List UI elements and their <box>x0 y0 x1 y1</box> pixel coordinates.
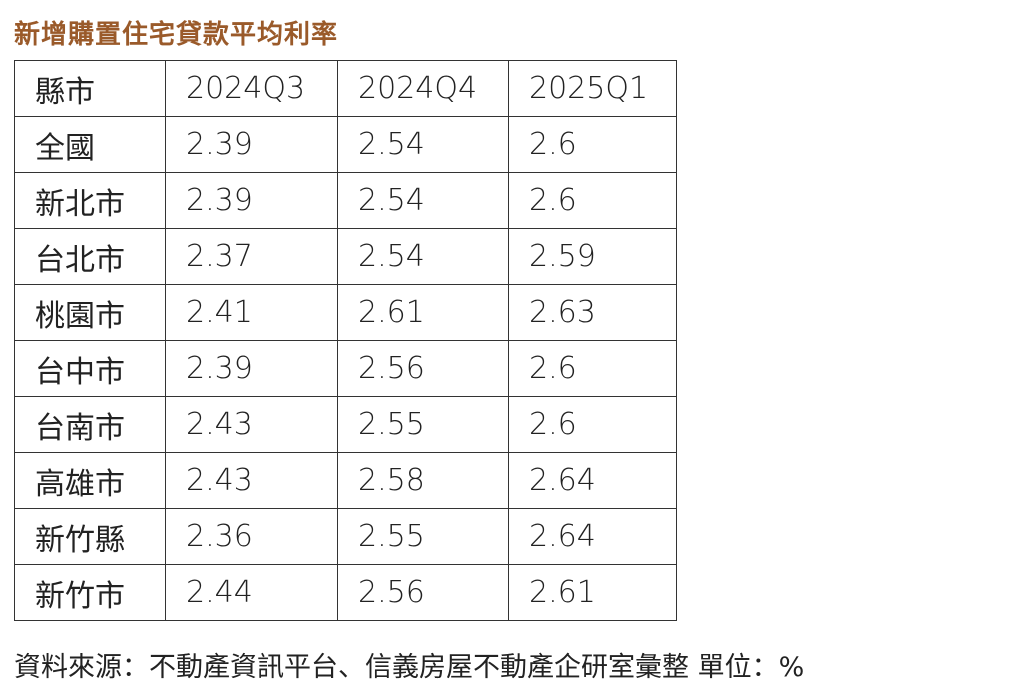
cell: 2.54 <box>337 228 509 285</box>
data-row: 桃園市 2.41 2.61 2.63 <box>14 284 677 341</box>
data-row: 台中市 2.39 2.56 2.6 <box>14 340 677 397</box>
cell: 2.64 <box>508 508 677 565</box>
data-row: 台北市 2.37 2.54 2.59 <box>14 228 677 285</box>
cell: 2.6 <box>508 172 677 229</box>
cell: 2.6 <box>508 396 677 453</box>
data-row: 全國 2.39 2.54 2.6 <box>14 116 677 173</box>
cell: 2024Q3 <box>165 60 338 117</box>
cell: 2.55 <box>337 508 509 565</box>
cell: 2024Q4 <box>337 60 509 117</box>
cell: 2.36 <box>165 508 338 565</box>
cell: 2.64 <box>508 452 677 509</box>
cell: 2.39 <box>165 116 338 173</box>
row-label: 全國 <box>14 116 166 173</box>
cell: 2.43 <box>165 396 338 453</box>
cell: 2.63 <box>508 284 677 341</box>
rate-table: 縣市 2024Q3 2024Q4 2025Q1 全國 2.39 2.54 2.6 新北市 2.39… <box>14 60 677 621</box>
cell: 2.58 <box>337 452 509 509</box>
cell: 2.61 <box>337 284 509 341</box>
cell: 2.44 <box>165 564 338 621</box>
cell: 2.54 <box>337 116 509 173</box>
data-row: 高雄市 2.43 2.58 2.64 <box>14 452 677 509</box>
cell: 2.59 <box>508 228 677 285</box>
row-label: 新竹市 <box>14 564 166 621</box>
data-row: 台南市 2.43 2.55 2.6 <box>14 396 677 453</box>
cell: 2.39 <box>165 172 338 229</box>
data-row: 新竹縣 2.36 2.55 2.64 <box>14 508 677 565</box>
row-label: 新北市 <box>14 172 166 229</box>
data-row: 新北市 2.39 2.54 2.6 <box>14 172 677 229</box>
table-title: 新增購置住宅貸款平均利率 <box>14 20 339 50</box>
cell: 2.6 <box>508 116 677 173</box>
row-label: 台北市 <box>14 228 166 285</box>
row-label: 縣市 <box>14 60 166 117</box>
source-note: 資料來源：不動產資訊平台、信義房屋不動產企研室彙整 單位：% <box>14 652 805 683</box>
cell: 2.56 <box>337 340 509 397</box>
cell: 2.39 <box>165 340 338 397</box>
header-row: 縣市 2024Q3 2024Q4 2025Q1 <box>14 60 677 117</box>
table-body: 縣市 2024Q3 2024Q4 2025Q1 全國 2.39 2.54 2.6 新北市 2.39… <box>14 60 677 621</box>
cell: 2.43 <box>165 452 338 509</box>
cell: 2.6 <box>508 340 677 397</box>
row-label: 桃園市 <box>14 284 166 341</box>
cell: 2025Q1 <box>508 60 677 117</box>
cell: 2.61 <box>508 564 677 621</box>
cell: 2.37 <box>165 228 338 285</box>
cell: 2.41 <box>165 284 338 341</box>
cell: 2.55 <box>337 396 509 453</box>
cell: 2.54 <box>337 172 509 229</box>
row-label: 台南市 <box>14 396 166 453</box>
row-label: 新竹縣 <box>14 508 166 565</box>
cell: 2.56 <box>337 564 509 621</box>
row-label: 台中市 <box>14 340 166 397</box>
data-row: 新竹市 2.44 2.56 2.61 <box>14 564 677 621</box>
row-label: 高雄市 <box>14 452 166 509</box>
